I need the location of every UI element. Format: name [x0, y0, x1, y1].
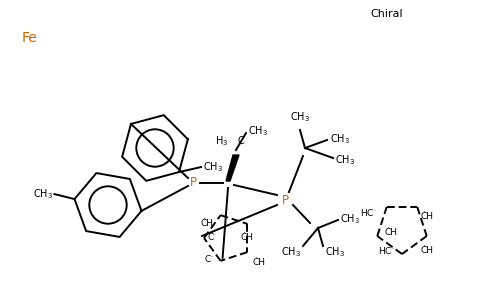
Polygon shape: [226, 155, 239, 181]
Text: ĊH: ĊH: [241, 233, 254, 242]
Text: P: P: [282, 194, 288, 206]
Text: CH$_3$: CH$_3$: [248, 124, 268, 138]
Text: CH$_3$: CH$_3$: [340, 212, 360, 226]
Text: C$^·$: C$^·$: [204, 253, 213, 264]
Text: H$_3$: H$_3$: [215, 134, 228, 148]
Text: C: C: [238, 136, 245, 146]
Text: C$^·$: C$^·$: [207, 230, 217, 242]
Text: ĊH: ĊH: [200, 219, 213, 228]
Text: ĊH: ĊH: [385, 227, 398, 236]
Text: HC$^·$: HC$^·$: [361, 208, 377, 218]
Text: Chiral: Chiral: [370, 9, 403, 19]
Text: Fe: Fe: [22, 31, 38, 45]
Text: CH$_3$: CH$_3$: [290, 110, 310, 124]
Text: ĊH: ĊH: [421, 212, 434, 221]
Text: CH$_3$: CH$_3$: [325, 245, 345, 259]
Text: CH$_3$: CH$_3$: [32, 187, 53, 201]
Text: CH$_3$: CH$_3$: [330, 132, 350, 146]
Text: HC$^·$: HC$^·$: [378, 244, 394, 256]
Text: ĊH: ĊH: [420, 245, 433, 254]
Text: ĊH: ĊH: [253, 258, 266, 267]
Text: P: P: [190, 176, 197, 190]
Text: CH$_3$: CH$_3$: [281, 245, 301, 259]
Text: CH$_3$: CH$_3$: [335, 153, 355, 167]
Text: CH$_3$: CH$_3$: [203, 160, 223, 174]
